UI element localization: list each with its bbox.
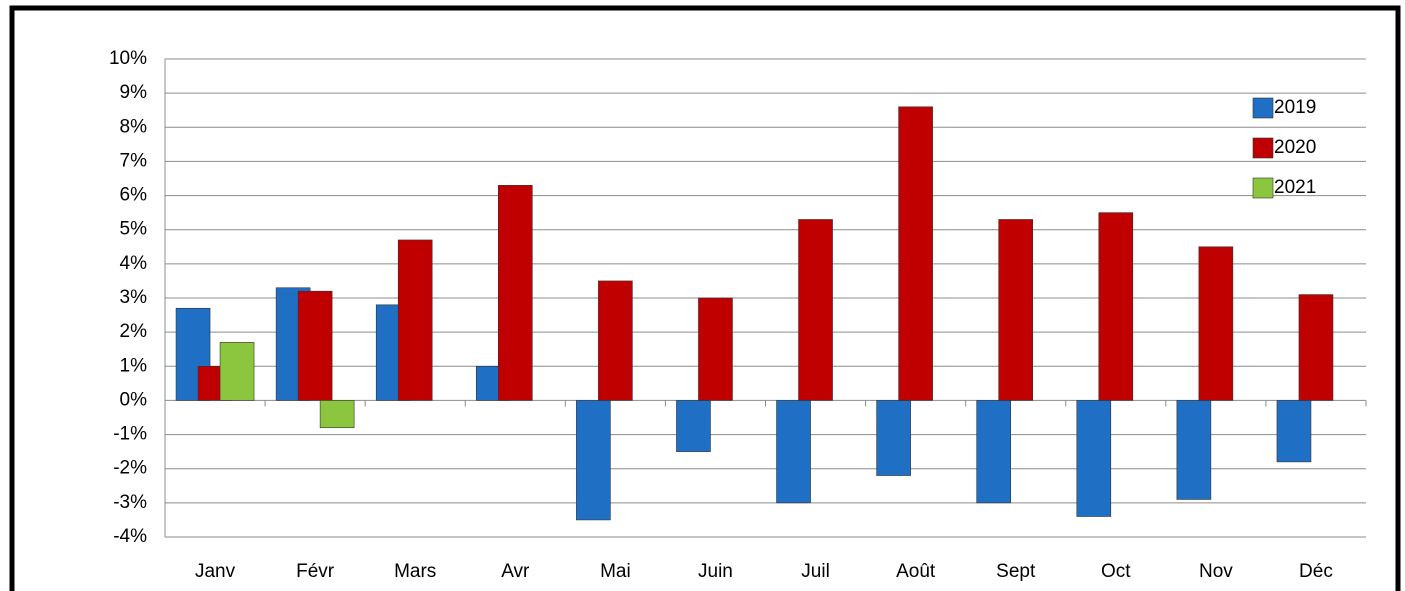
- bar: [576, 400, 611, 521]
- legend-label: 2019: [1274, 97, 1316, 118]
- x-tick-label: Févr: [296, 561, 335, 582]
- bar: [219, 342, 255, 401]
- x-tick-label: Nov: [1199, 561, 1233, 582]
- y-tick-label: 10%: [109, 48, 147, 69]
- bar: [1098, 212, 1134, 401]
- y-tick-label: 5%: [120, 219, 148, 240]
- bar: [297, 290, 333, 401]
- y-tick-label: -4%: [113, 526, 147, 547]
- bar: [976, 400, 1012, 504]
- y-tick-label: 1%: [120, 355, 148, 376]
- bar: [1298, 294, 1334, 401]
- y-tick-label: 9%: [120, 82, 148, 103]
- bar: [1076, 400, 1112, 517]
- bar: [698, 297, 733, 401]
- bar: [776, 400, 811, 504]
- y-tick-label: 4%: [120, 253, 148, 274]
- x-tick-label: Août: [896, 561, 936, 582]
- bar: [898, 106, 933, 401]
- bar: [676, 400, 711, 452]
- legend-label: 2021: [1274, 177, 1316, 198]
- bar: [998, 219, 1034, 401]
- x-tick-label: Oct: [1101, 561, 1131, 582]
- bar: [798, 219, 833, 401]
- bar: [1276, 400, 1312, 463]
- y-tick-label: -3%: [113, 492, 147, 513]
- y-tick-label: 8%: [120, 116, 148, 137]
- bar: [876, 400, 911, 476]
- y-tick-label: 7%: [120, 150, 148, 171]
- x-tick-label: Mars: [394, 561, 436, 582]
- bar: [397, 239, 433, 401]
- bar: [1176, 400, 1212, 500]
- bar: [598, 280, 633, 401]
- y-tick-label: -1%: [113, 424, 147, 445]
- x-tick-label: Juin: [698, 561, 733, 582]
- legend-label: 2020: [1274, 137, 1316, 158]
- y-tick-label: -2%: [113, 458, 147, 479]
- y-tick-label: 0%: [120, 389, 148, 410]
- x-tick-label: Sept: [996, 561, 1036, 582]
- x-tick-label: Mai: [600, 561, 631, 582]
- y-tick-label: 2%: [120, 321, 148, 342]
- x-tick-label: Janv: [195, 561, 236, 582]
- y-tick-label: 3%: [120, 287, 148, 308]
- bar: [1198, 246, 1234, 401]
- legend-swatch: [1252, 177, 1274, 199]
- y-tick-label: 6%: [120, 185, 148, 206]
- bar: [497, 185, 533, 401]
- x-tick-label: Avr: [501, 561, 530, 582]
- legend-swatch: [1252, 137, 1274, 159]
- x-tick-label: Déc: [1299, 561, 1333, 582]
- legend-swatch: [1252, 97, 1274, 119]
- bar: [319, 400, 355, 429]
- x-tick-label: Juil: [801, 561, 830, 582]
